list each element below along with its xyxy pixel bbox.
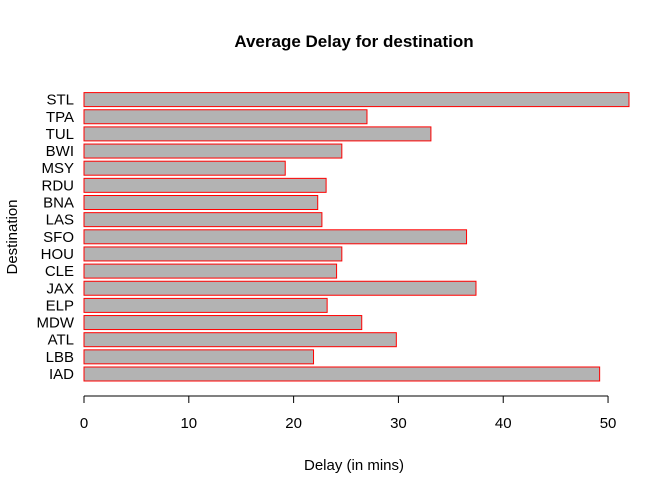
category-label-sfo: SFO bbox=[43, 229, 74, 246]
x-tick-label-50: 50 bbox=[600, 415, 617, 432]
category-label-tpa: TPA bbox=[46, 109, 74, 126]
bar-rdu bbox=[83, 177, 327, 193]
bar-elp bbox=[83, 297, 328, 313]
x-tick-label-10: 10 bbox=[180, 415, 197, 432]
bar-atl bbox=[83, 332, 397, 348]
x-tick-label-30: 30 bbox=[390, 415, 407, 432]
bar-las bbox=[83, 212, 323, 228]
category-label-mdw: MDW bbox=[37, 315, 75, 332]
category-label-iad: IAD bbox=[49, 366, 74, 383]
x-tick-label-0: 0 bbox=[80, 415, 88, 432]
category-label-msy: MSY bbox=[41, 160, 74, 177]
category-label-las: LAS bbox=[46, 212, 74, 229]
bar-iad bbox=[83, 366, 601, 382]
category-label-jax: JAX bbox=[46, 280, 74, 297]
category-label-stl: STL bbox=[46, 92, 74, 109]
bar-sfo bbox=[83, 229, 468, 245]
category-label-bna: BNA bbox=[43, 195, 74, 212]
x-axis: 0 10 20 30 40 50 bbox=[80, 395, 617, 432]
category-label-tul: TUL bbox=[46, 126, 74, 143]
bars-group bbox=[83, 92, 630, 382]
bar-stl bbox=[83, 92, 630, 108]
bar-msy bbox=[83, 160, 286, 176]
category-label-bwi: BWI bbox=[46, 143, 74, 160]
category-label-elp: ELP bbox=[46, 297, 74, 314]
chart-title: Average Delay for destination bbox=[234, 32, 473, 51]
category-labels-group: IADLBBATLMDWELPJAXCLEHOUSFOLASBNARDUMSYB… bbox=[37, 92, 75, 383]
category-label-atl: ATL bbox=[48, 332, 74, 349]
bar-tul bbox=[83, 126, 432, 142]
x-tick-label-40: 40 bbox=[495, 415, 512, 432]
bar-cle bbox=[83, 263, 338, 279]
bar-bna bbox=[83, 195, 319, 210]
category-label-lbb: LBB bbox=[46, 349, 74, 366]
bar-bwi bbox=[83, 143, 343, 159]
category-label-rdu: RDU bbox=[42, 177, 75, 194]
y-axis-label: Destination bbox=[4, 199, 21, 274]
bar-tpa bbox=[83, 109, 368, 125]
category-label-cle: CLE bbox=[45, 263, 74, 280]
bar-hou bbox=[83, 246, 343, 262]
bar-lbb bbox=[83, 349, 315, 365]
category-label-hou: HOU bbox=[41, 246, 74, 263]
bar-jax bbox=[83, 280, 477, 296]
x-tick-label-20: 20 bbox=[285, 415, 302, 432]
bar-mdw bbox=[83, 315, 363, 331]
x-axis-label: Delay (in mins) bbox=[304, 457, 404, 474]
